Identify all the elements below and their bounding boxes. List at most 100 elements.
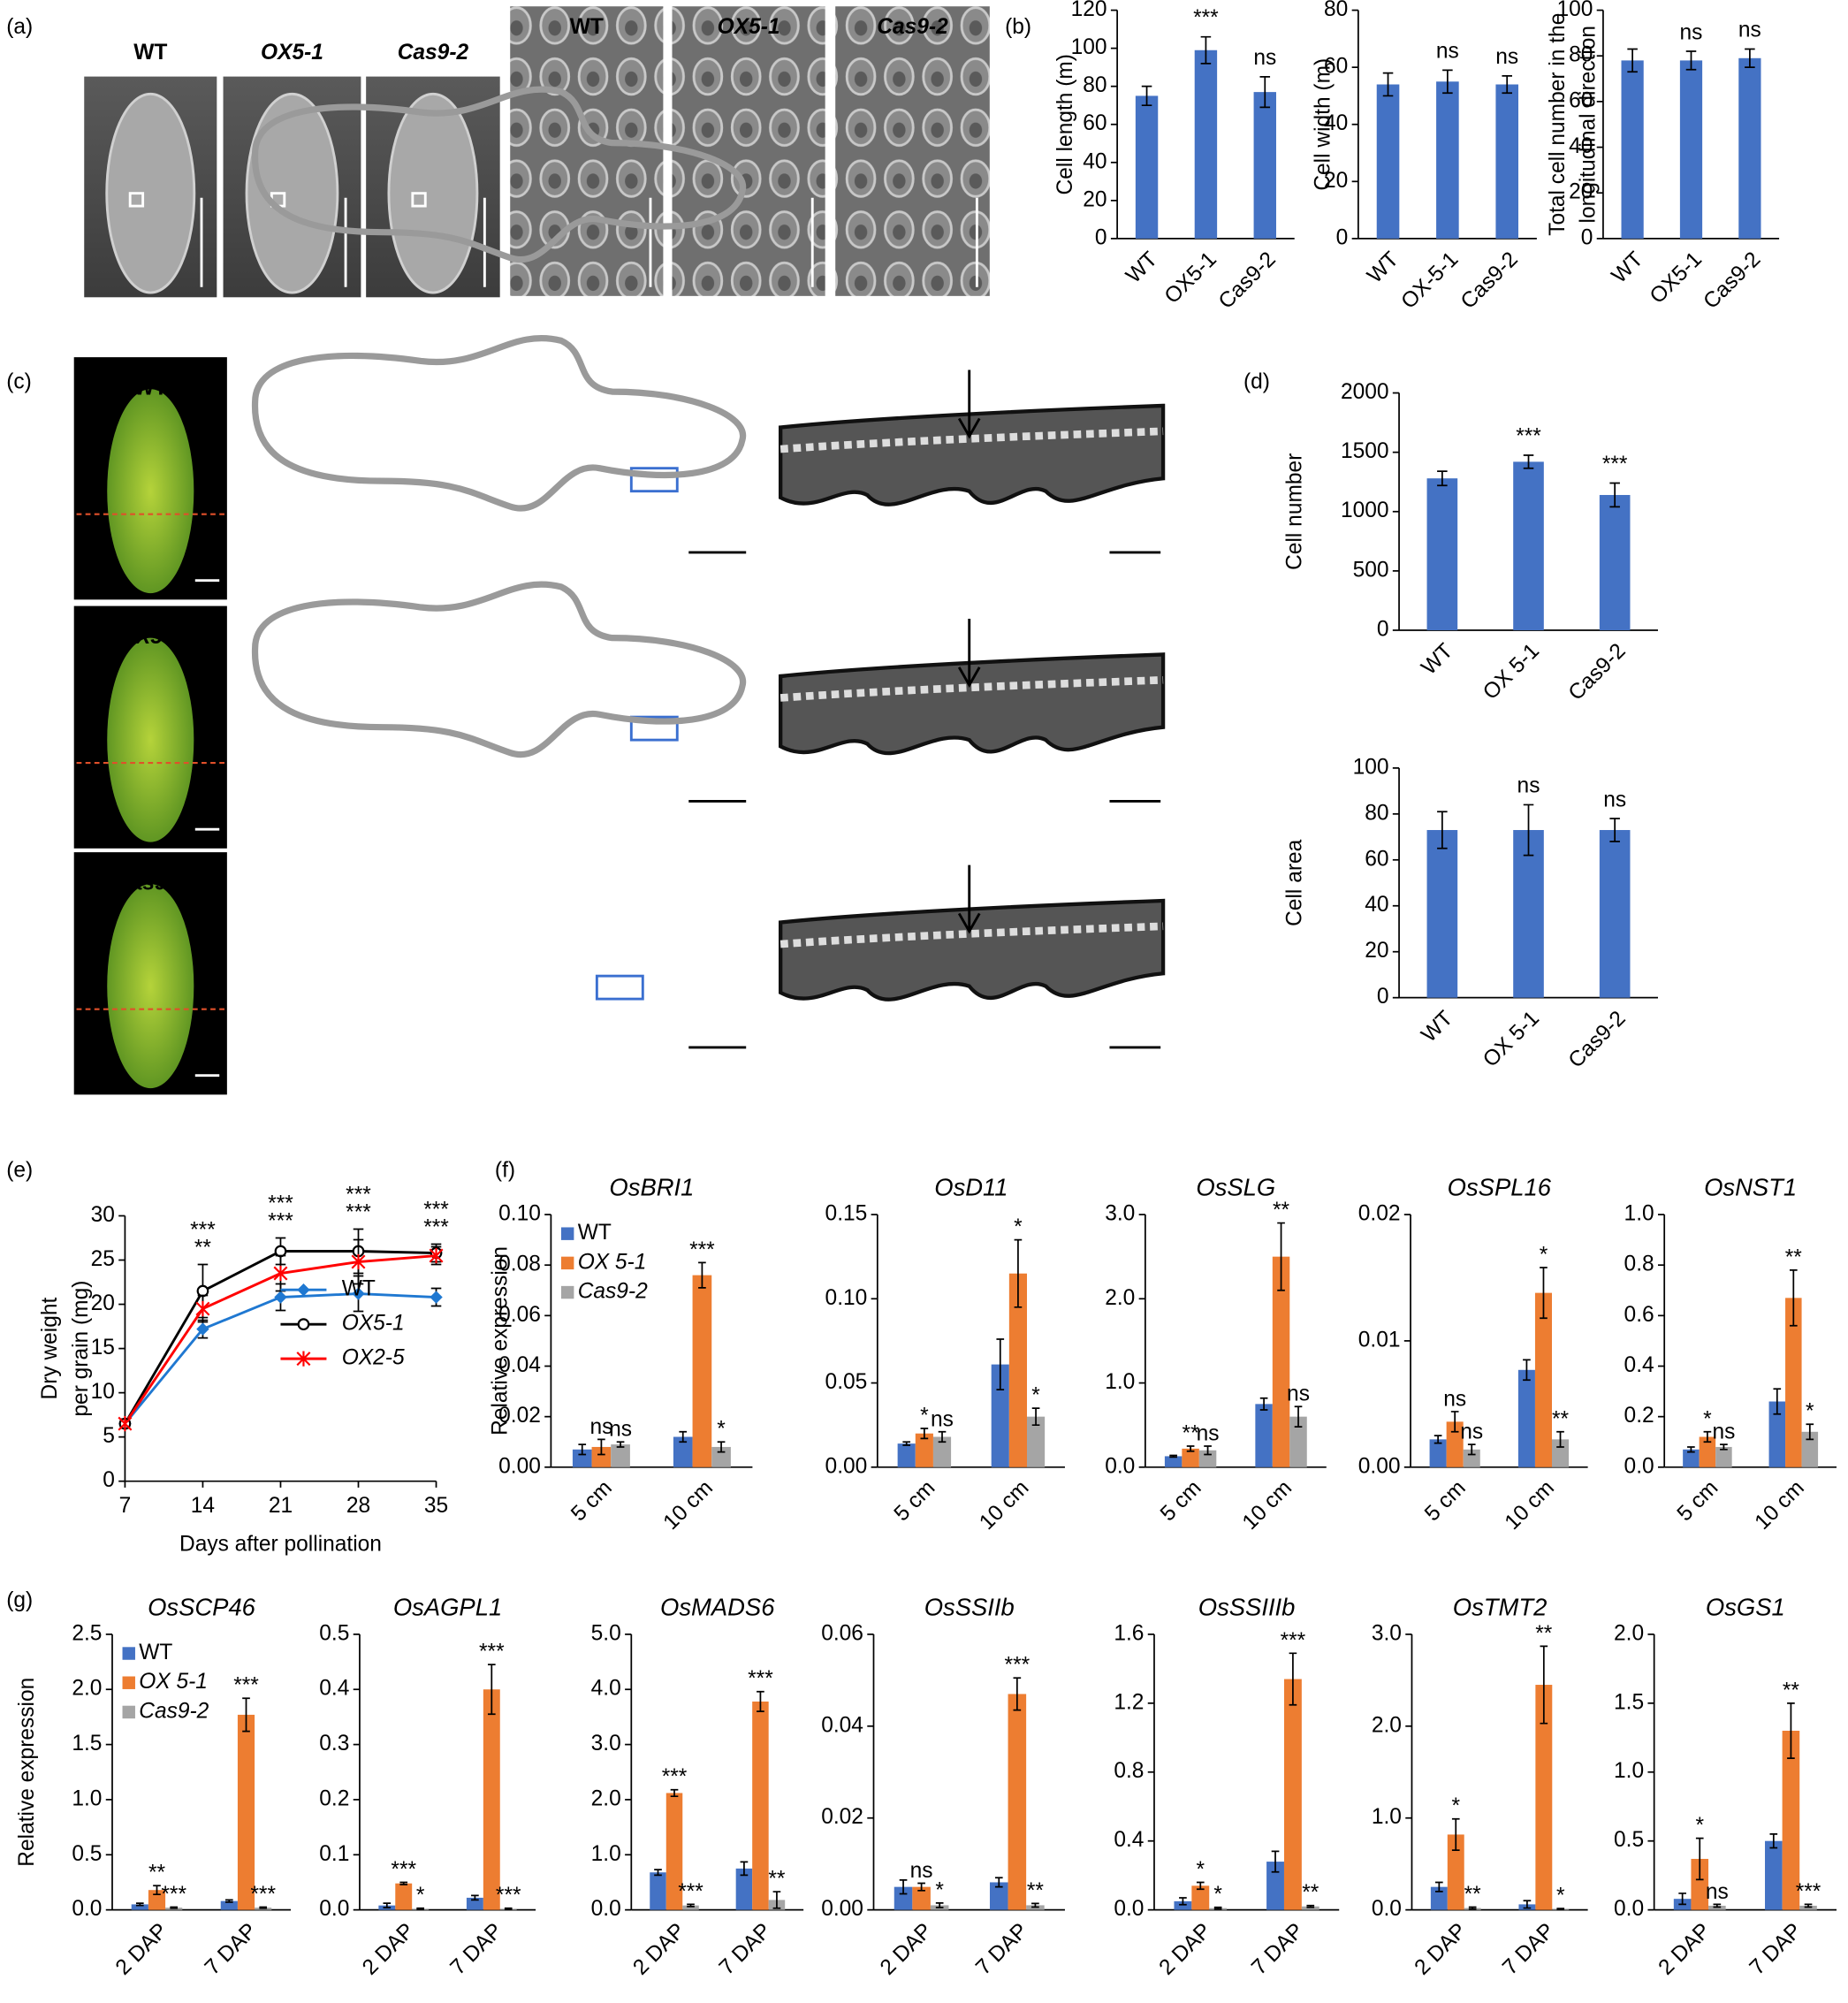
significance: * (1197, 1858, 1205, 1882)
bar (1289, 1416, 1307, 1467)
error-bar (1289, 1652, 1297, 1706)
error-bar (1703, 1430, 1712, 1443)
error-bar (1523, 454, 1534, 469)
error-bar (1179, 1897, 1187, 1906)
bar (1495, 84, 1519, 239)
y-axis-label: Total cell number in the (1546, 13, 1570, 236)
panel-label: (g) (6, 1588, 33, 1612)
x-tick-label: OX 5-1 (1479, 1007, 1544, 1072)
significance: * (1703, 1407, 1712, 1431)
marker (118, 1415, 133, 1432)
bar (692, 1275, 712, 1467)
legend-swatch (560, 1285, 574, 1299)
error-bar (1468, 1906, 1477, 1910)
marker (297, 1318, 310, 1331)
y-tick-label: 0 (103, 1468, 115, 1492)
y-tick-label: 0 (1336, 225, 1349, 249)
bar (1621, 60, 1644, 239)
error-bar (1687, 1446, 1695, 1453)
x-tick-label: WT (1363, 248, 1403, 288)
bar (1463, 1449, 1480, 1467)
y-tick-label: 0.2 (1624, 1404, 1654, 1428)
y-tick-label: 0.08 (498, 1253, 541, 1276)
error-bar (1437, 811, 1448, 849)
error-bar (1277, 1222, 1285, 1291)
legend-label: Cas9-2 (578, 1280, 648, 1304)
error-bar (487, 1664, 496, 1716)
y-tick-label: 120 (1071, 0, 1107, 21)
x-tick-label: Cas9-2 (1699, 248, 1765, 314)
bar (1198, 1450, 1217, 1467)
significance: * (1451, 1794, 1460, 1818)
x-tick-label: Cas9-2 (1214, 248, 1281, 314)
y-tick-label: 1.0 (1614, 1759, 1644, 1783)
arrow (957, 864, 981, 934)
y-tick-label: 0.0 (1105, 1454, 1135, 1478)
panel-label: (b) (1005, 15, 1031, 39)
error-bar (1713, 1903, 1722, 1908)
y-tick-label: 0.10 (498, 1202, 541, 1226)
y-tick-label: 0.3 (319, 1732, 349, 1755)
significance: *** (190, 1218, 216, 1242)
chart-title: OsMADS6 (660, 1593, 775, 1620)
y-tick-label: 0.04 (821, 1713, 863, 1737)
legend-swatch (560, 1227, 574, 1240)
error-bar (920, 1428, 929, 1440)
significance: *** (1796, 1880, 1821, 1904)
x-tick-label: 2 DAP (1654, 1919, 1715, 1980)
x-tick-label: 2 DAP (1411, 1919, 1472, 1980)
image-label: WT (570, 15, 604, 39)
significance: ns (1706, 1880, 1729, 1904)
significance: ** (1552, 1407, 1570, 1431)
error-bar (1806, 1423, 1814, 1441)
arrow (957, 369, 981, 439)
error-bar (757, 1690, 764, 1713)
y-tick-label: 0.1 (319, 1842, 349, 1866)
y-tick-label: 0.05 (825, 1370, 868, 1394)
legend-label: WT (139, 1641, 172, 1664)
y-tick-label: 0.8 (1114, 1759, 1144, 1783)
bar (1008, 1273, 1028, 1467)
chart-title: OsSSIIb (924, 1593, 1015, 1620)
y-tick-label: 0.4 (1114, 1828, 1144, 1852)
x-tick-label: WT (1608, 248, 1648, 288)
x-tick-label: 10 cm (1238, 1476, 1297, 1535)
tissue (778, 403, 1166, 506)
bar (915, 1433, 933, 1467)
legend-label: WT (342, 1277, 376, 1301)
marker (196, 1284, 209, 1298)
y-tick-label: 1.0 (1372, 1805, 1402, 1829)
marker (352, 1287, 365, 1300)
error-bar (135, 1902, 144, 1907)
error-bar (578, 1443, 587, 1456)
image-label: Cas9-2 (115, 872, 186, 895)
significance: ns (931, 1407, 954, 1431)
cross-section (251, 581, 747, 758)
y-tick-label: 0.0 (1114, 1897, 1144, 1921)
significance: * (1014, 1215, 1023, 1239)
y-axis-label: Relative expression (489, 1246, 513, 1436)
bar (1446, 1421, 1464, 1467)
significance: *** (161, 1883, 186, 1907)
significance: *** (496, 1884, 521, 1908)
marker (274, 1245, 287, 1258)
bar (591, 1446, 612, 1467)
x-tick-label: OX 5-1 (1479, 639, 1544, 704)
bar (1182, 1448, 1199, 1467)
error-bar (383, 1902, 392, 1909)
significance: *** (346, 1183, 371, 1207)
bar (894, 1886, 913, 1910)
significance: *** (1193, 6, 1219, 30)
error-bar (1200, 35, 1212, 65)
error-bar (994, 1877, 1003, 1888)
significance: *** (1005, 1654, 1030, 1678)
error-bar (416, 1907, 424, 1910)
error-bar (1556, 1908, 1565, 1910)
bar (1551, 1439, 1570, 1467)
significance: * (416, 1884, 425, 1908)
legend-swatch (122, 1676, 135, 1689)
error-bar (1523, 803, 1534, 857)
x-tick-label: 2 DAP (358, 1919, 419, 1980)
error-bar (1745, 48, 1755, 69)
chart-title: OsSPL16 (1448, 1173, 1552, 1200)
